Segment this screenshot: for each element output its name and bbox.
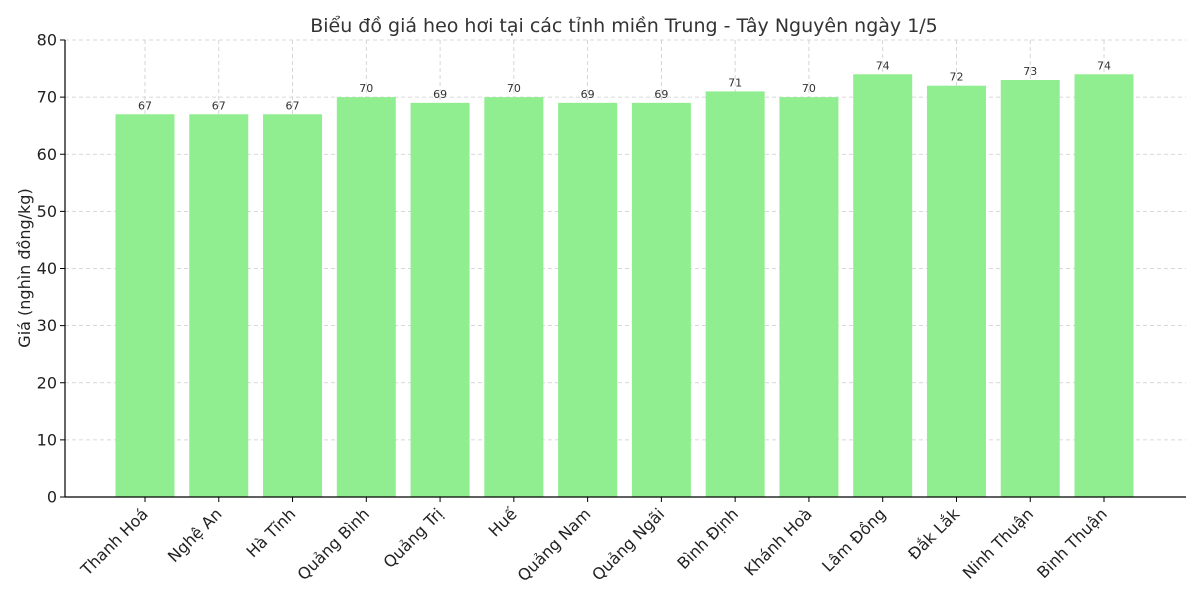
- y-tick-label: 40: [37, 259, 57, 278]
- x-tick-label: Hà Tĩnh: [243, 504, 300, 561]
- x-tick-label: Khánh Hoà: [740, 504, 815, 579]
- x-tick-label: Quảng Ngãi: [588, 504, 668, 584]
- x-tick-label: Thanh Hoá: [76, 504, 151, 579]
- data-label: 70: [359, 82, 373, 95]
- bar: [779, 97, 839, 497]
- x-tick-label: Lâm Đồng: [818, 504, 889, 575]
- y-tick-label: 50: [37, 202, 57, 221]
- data-label: 74: [1097, 59, 1111, 72]
- data-label: 69: [433, 88, 447, 101]
- bar: [115, 114, 175, 497]
- x-tick-label: Quảng Nam: [514, 504, 595, 585]
- bar: [189, 114, 249, 497]
- bar: [263, 114, 323, 497]
- y-axis-label: Giá (nghìn đồng/kg): [15, 188, 34, 347]
- data-label: 67: [212, 99, 226, 112]
- bar: [1000, 79, 1060, 498]
- y-tick-label: 60: [37, 145, 57, 164]
- bar: [705, 91, 765, 497]
- x-tick-label: Quảng Bình: [294, 504, 374, 584]
- bar: [1074, 74, 1134, 498]
- x-tick-label: Ninh Thuận: [959, 504, 1037, 582]
- x-tick-label: Đắk Lắk: [904, 504, 964, 564]
- bars: [115, 74, 1134, 498]
- y-tick-labels: 0 10 20 30 40 50 60 70 80: [37, 31, 57, 507]
- y-tick-label: 20: [37, 373, 57, 392]
- data-label: 67: [286, 99, 300, 112]
- bar: [558, 102, 618, 498]
- data-label: 67: [138, 99, 152, 112]
- data-label: 70: [802, 82, 816, 95]
- data-label: 69: [654, 88, 668, 101]
- y-tick-label: 80: [37, 31, 57, 50]
- x-tick-label: Quảng Trị: [379, 504, 446, 571]
- data-label: 70: [507, 82, 521, 95]
- y-tick-label: 70: [37, 88, 57, 107]
- data-label: 69: [581, 88, 595, 101]
- x-tick-label: Huế: [485, 504, 521, 540]
- y-tick-label: 10: [37, 430, 57, 449]
- bar: [484, 97, 544, 497]
- x-tick-label: Bình Định: [673, 504, 742, 573]
- bar: [926, 85, 986, 497]
- data-label: 71: [728, 76, 742, 89]
- bar: [853, 74, 913, 498]
- chart-title: Biểu đồ giá heo hơi tại các tỉnh miền Tr…: [310, 15, 938, 37]
- data-label: 72: [949, 71, 963, 84]
- axes: [60, 39, 1186, 502]
- bar: [631, 102, 691, 498]
- bar: [336, 97, 396, 497]
- data-label: 74: [876, 59, 890, 72]
- y-tick-label: 0: [47, 488, 57, 507]
- x-tick-label: Bình Thuận: [1033, 504, 1111, 582]
- data-label: 73: [1023, 65, 1037, 78]
- bar: [410, 102, 470, 498]
- data-labels: 67 67 67 70 69 70 69 69 71 70 74 72 73 74: [138, 59, 1111, 112]
- x-tick-label: Nghệ An: [164, 504, 226, 566]
- y-tick-label: 30: [37, 316, 57, 335]
